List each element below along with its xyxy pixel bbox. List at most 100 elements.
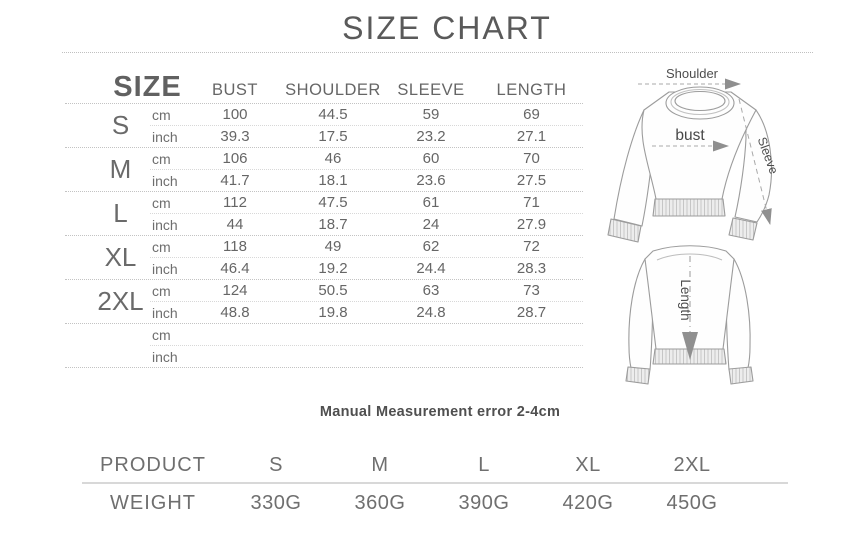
measurement-value: 23.2 <box>416 128 446 145</box>
measurement-value: 46.4 <box>220 260 250 277</box>
inch-row: inch 39.3 17.5 23.2 27.1 <box>150 126 583 147</box>
weight-value: 360G <box>354 491 406 514</box>
measurement-value: 27.5 <box>516 172 547 189</box>
weight-table-divider <box>82 482 788 484</box>
column-header-size: SIZE <box>113 71 182 103</box>
measurement-value: 19.2 <box>318 260 348 277</box>
measurement-value: 46 <box>324 150 342 167</box>
measurement-value: 28.7 <box>516 304 547 321</box>
weight-label: WEIGHT <box>110 491 196 514</box>
weight-value: 420G <box>562 491 614 514</box>
column-header-sleeve: SLEEVE <box>397 81 465 99</box>
shoulder-label: Shoulder <box>666 66 719 81</box>
unit-label: inch <box>152 348 178 365</box>
measurement-value: 41.7 <box>220 172 250 189</box>
unit-label: inch <box>152 260 178 277</box>
measurement-value: 71 <box>523 194 540 211</box>
column-header-shoulder: SHOULDER <box>285 81 381 99</box>
size-row-group: 2XL cm 124 50.5 63 73 inch 48.8 19.8 24.8 28.7 <box>65 280 583 324</box>
product-size: M <box>371 454 389 476</box>
title-divider <box>62 52 813 53</box>
measurement-value: 17.5 <box>318 128 348 145</box>
measurement-value: 27.1 <box>516 128 547 145</box>
measurement-value: 124 <box>222 282 248 299</box>
size-label: M <box>109 154 132 184</box>
sleeve-arrow <box>738 98 772 225</box>
inch-row: inch 48.8 19.8 24.8 28.7 <box>150 302 583 323</box>
measurement-value: 50.5 <box>318 282 348 299</box>
measurement-value: 70 <box>523 150 540 167</box>
column-header-length: LENGTH <box>496 81 567 99</box>
measurement-value: 24.8 <box>416 304 446 321</box>
measurement-value: 48.8 <box>220 304 250 321</box>
weight-value: 330G <box>250 491 302 514</box>
product-size: 2XL <box>673 454 711 476</box>
product-size: L <box>478 454 490 476</box>
weight-values: 330G 360G 390G 420G 450G <box>224 492 744 515</box>
cm-row: cm 124 50.5 63 73 <box>150 280 583 302</box>
cm-row: cm 106 46 60 70 <box>150 148 583 170</box>
inch-row: inch 41.7 18.1 23.6 27.5 <box>150 170 583 191</box>
length-label: Length <box>678 279 693 320</box>
weight-row: WEIGHT 330G 360G 390G 420G 450G <box>82 484 788 522</box>
size-label: 2XL <box>97 286 144 316</box>
measurement-value: 47.5 <box>318 194 348 211</box>
sweater-back-drawing <box>625 245 754 385</box>
measurement-value: 106 <box>222 150 248 167</box>
unit-label: cm <box>152 150 171 167</box>
measurement-value: 72 <box>523 238 540 255</box>
bust-label: bust <box>675 127 705 144</box>
measurement-value: 73 <box>523 282 540 299</box>
unit-label: inch <box>152 216 178 233</box>
unit-label: cm <box>152 326 171 343</box>
inch-row: inch <box>150 346 583 367</box>
measurement-arrow-length: Length <box>678 256 698 360</box>
page-title: SIZE CHART <box>342 10 552 46</box>
measurement-value: 18.7 <box>318 216 348 233</box>
measurement-value: 39.3 <box>220 128 250 145</box>
measurement-value: 49 <box>324 238 342 255</box>
measurement-value: 19.8 <box>318 304 348 321</box>
unit-label: inch <box>152 304 178 321</box>
measurement-value: 24.4 <box>416 260 446 277</box>
unit-label: inch <box>152 128 178 145</box>
measurement-value: 28.3 <box>516 260 547 277</box>
inch-row: inch 44 18.7 24 27.9 <box>150 214 583 235</box>
measurement-value: 63 <box>422 282 440 299</box>
measurement-value: 112 <box>223 194 247 211</box>
size-label: S <box>111 110 130 140</box>
product-sizes: S M L XL 2XL <box>224 454 744 477</box>
measurement-value: 60 <box>422 150 440 167</box>
column-header-bust: BUST <box>211 81 258 99</box>
measurement-value: 100 <box>222 106 248 123</box>
product-row: PRODUCT S M L XL 2XL <box>82 449 788 482</box>
size-label: XL <box>104 242 137 272</box>
unit-label: cm <box>152 106 171 123</box>
measurement-value: 27.9 <box>516 216 547 233</box>
cm-row: cm 118 49 62 72 <box>150 236 583 258</box>
cm-row: cm 112 47.5 61 71 <box>150 192 583 214</box>
unit-label: inch <box>152 172 178 189</box>
product-size: S <box>269 454 283 476</box>
sweater-front-drawing <box>607 86 773 243</box>
weight-value: 390G <box>458 491 510 514</box>
product-size: XL <box>575 454 601 476</box>
size-label <box>65 324 150 367</box>
measurement-value: 44 <box>226 216 244 233</box>
measurement-value: 69 <box>523 106 540 123</box>
size-table-header: SIZE BUST SHOULDER SLEEVE LENGTH <box>65 68 583 104</box>
unit-label: cm <box>152 194 171 211</box>
garment-measurement-diagram: Shoulder bust Sleeve Length <box>607 66 781 385</box>
weight-table: PRODUCT S M L XL 2XL WEIGHT 330G 360G 390G 420G… <box>82 449 788 522</box>
measurement-value: 24 <box>422 216 440 233</box>
measurement-value: 59 <box>422 106 440 123</box>
measurement-value: 61 <box>422 194 440 211</box>
measurement-value: 23.6 <box>416 172 446 189</box>
measurement-note: Manual Measurement error 2-4cm <box>319 404 561 420</box>
